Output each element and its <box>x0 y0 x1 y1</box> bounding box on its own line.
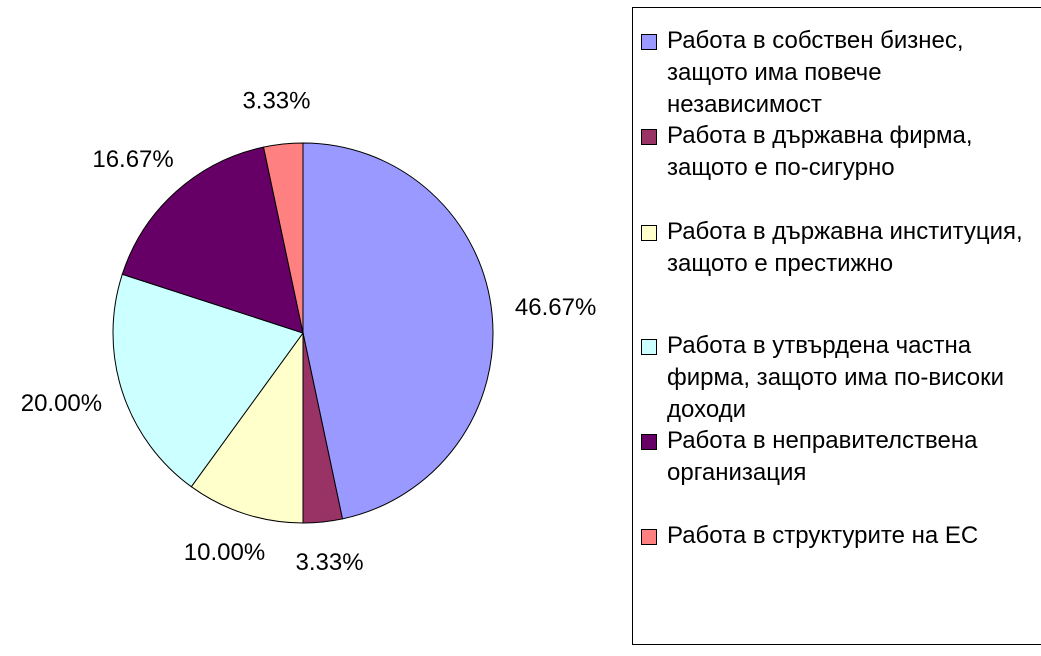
legend: Работа в собствен бизнес, защото има пов… <box>632 7 1041 645</box>
legend-swatch <box>641 129 657 145</box>
legend-swatch <box>641 529 657 545</box>
data-label: 3.33% <box>295 549 363 576</box>
legend-swatch <box>641 339 657 355</box>
legend-entry: Работа в утвърдена частна фирма, защото … <box>641 330 1041 426</box>
pie-slice <box>302 142 494 520</box>
pie-slice <box>112 273 304 488</box>
legend-swatch <box>641 225 657 241</box>
data-label: 16.67% <box>92 146 173 173</box>
legend-entry: Работа в неправителствена организация <box>641 425 1041 489</box>
legend-label: Работа в държавна фирма, защото е по-сиг… <box>667 122 973 181</box>
legend-label: Работа в собствен бизнес, защото има пов… <box>667 27 964 118</box>
legend-entry: Работа в собствен бизнес, защото има пов… <box>641 25 1041 121</box>
legend-swatch <box>641 34 657 50</box>
pie-slice <box>121 146 304 334</box>
data-label: 20.00% <box>21 390 102 417</box>
data-label: 46.67% <box>515 294 596 321</box>
legend-entry: Работа в държавна институция, защото е п… <box>641 216 1041 280</box>
chart: 46.67% 3.33% 10.00% 20.00% 16.67% 3.33% <box>21 88 597 576</box>
data-label: 3.33% <box>242 88 310 115</box>
data-label: 10.00% <box>184 539 265 566</box>
legend-label: Работа в неправителствена организация <box>667 427 978 486</box>
legend-entry: Работа в държавна фирма, защото е по-сиг… <box>641 120 1041 184</box>
pie-slice <box>262 142 304 334</box>
legend-entry: Работа в структурите на ЕС <box>641 520 1041 552</box>
legend-label: Работа в структурите на ЕС <box>667 522 979 549</box>
legend-label: Работа в утвърдена частна фирма, защото … <box>667 332 1005 423</box>
legend-label: Работа в държавна институция, защото е п… <box>667 218 1023 277</box>
legend-swatch <box>641 434 657 450</box>
pie-slice <box>190 331 304 524</box>
